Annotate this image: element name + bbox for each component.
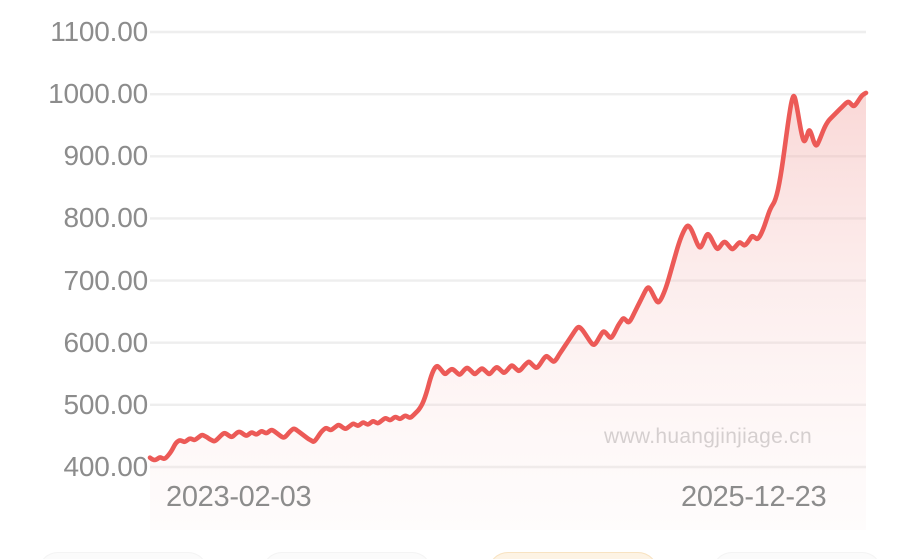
y-tick-label-400: 400.00	[63, 451, 149, 482]
y-tick-label-700: 700.00	[63, 264, 149, 296]
y-axis: 1100.00 1000.00 900.00 800.00 700.00 600.00 50…	[0, 0, 148, 559]
range-tab-1[interactable]	[38, 552, 208, 559]
bottom-range-tabs[interactable]	[0, 548, 903, 559]
price-area-fill	[150, 92, 866, 531]
range-tab-2[interactable]	[262, 552, 432, 559]
y-tick-label-1000: 1000.00	[48, 78, 148, 110]
range-tab-3[interactable]	[488, 552, 658, 559]
y-tick-label-500: 500.00	[63, 388, 149, 420]
gridlines	[150, 30, 866, 469]
y-tick-label-900: 900.00	[63, 140, 149, 172]
x-tick-label-start: 2023-02-03	[166, 481, 312, 513]
range-tab-4[interactable]	[712, 552, 882, 559]
y-tick-label-1100: 1100.00	[50, 16, 148, 47]
y-tick-label-800: 800.00	[63, 202, 149, 234]
x-axis: 2023-02-03 2025-12-23	[0, 483, 903, 531]
price-line	[147, 90, 869, 463]
y-tick-label-600: 600.00	[63, 326, 149, 358]
x-tick-label-end: 2025-12-23	[681, 481, 827, 513]
